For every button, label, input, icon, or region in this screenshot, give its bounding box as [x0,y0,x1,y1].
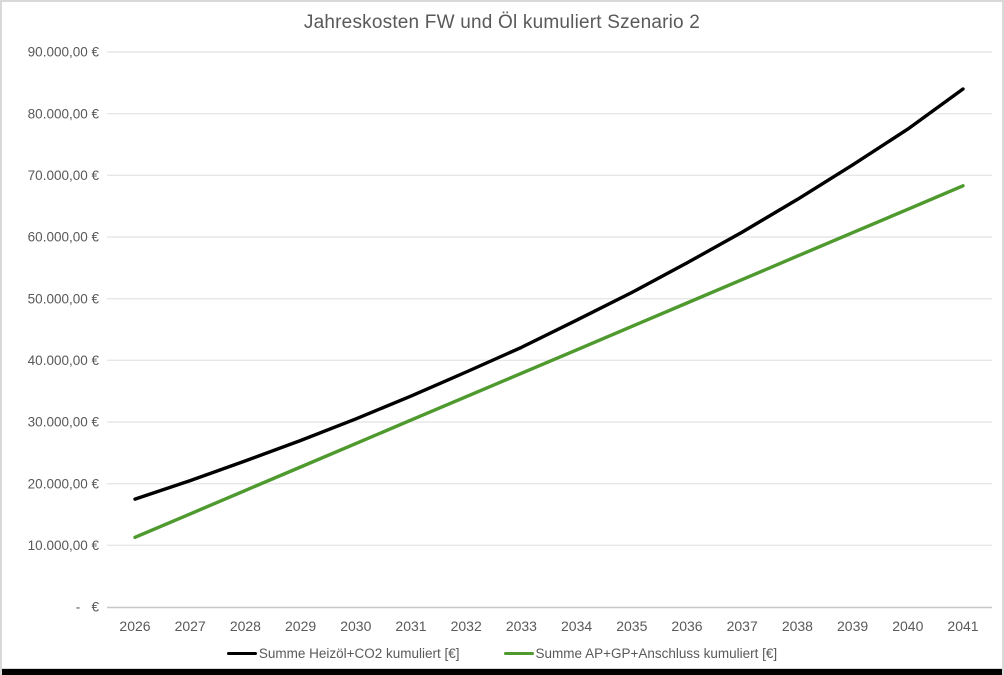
legend-line-black [226,652,257,655]
y-axis-tick-label: 50.000,00 € [28,291,100,306]
y-axis-tick-label: 30.000,00 € [28,415,100,430]
y-axis-tick-label: 40.000,00 € [28,353,100,368]
legend-label-heizoel-co2: Summe Heizöl+CO2 kumuliert [€] [258,646,460,661]
series-line-heizoel-co2 [133,87,965,501]
chart-title: Jahreskosten FW und Öl kumuliert Szenari… [303,12,701,33]
x-axis-tick-label: 2034 [561,618,592,634]
x-axis-tick-label: 2026 [119,618,150,634]
x-axis-tick-label: 2040 [892,618,923,634]
legend-item-heizoel-co2: Summe Heizöl+CO2 kumuliert [€] [226,646,460,661]
x-axis-tick-label: 2035 [616,618,647,634]
y-axis-tick-label: 70.000,00 € [28,168,100,183]
y-axis-tick-label: 80.000,00 € [28,106,100,121]
y-axis-tick-label: 10.000,00 € [28,538,100,553]
x-axis-tick-label: 2036 [671,618,702,634]
y-axis-tick-label: 60.000,00 € [28,230,100,245]
series-line-ap-gp-anschluss [133,184,965,539]
x-axis-tick-label: 2032 [451,618,482,634]
bottom-black-bar [2,668,1002,675]
x-axis-tick-label: 2030 [340,618,371,634]
legend-line-green [503,652,534,655]
x-axis-tick-label: 2038 [782,618,813,634]
x-axis-tick-label: 2027 [175,618,206,634]
x-axis-tick-label: 2039 [837,618,868,634]
x-axis-tick-label: 2037 [727,618,758,634]
x-axis-tick-label: 2041 [947,618,978,634]
x-axis-tick-label: 2033 [506,618,537,634]
y-axis-tick-label: - € [76,600,100,615]
legend-item-ap-gp-anschluss: Summe AP+GP+Anschluss kumuliert [€] [503,646,778,661]
x-axis-tick-label: 2028 [230,618,261,634]
x-axis-tick-label: 2031 [395,618,426,634]
legend-label-ap-gp-anschluss: Summe AP+GP+Anschluss kumuliert [€] [535,646,778,661]
y-axis-tick-label: 90.000,00 € [28,45,100,60]
x-axis-tick-label: 2029 [285,618,316,634]
legend: Summe Heizöl+CO2 kumuliert [€] Summe AP+… [2,646,1002,661]
y-axis-tick-label: 20.000,00 € [28,476,100,491]
